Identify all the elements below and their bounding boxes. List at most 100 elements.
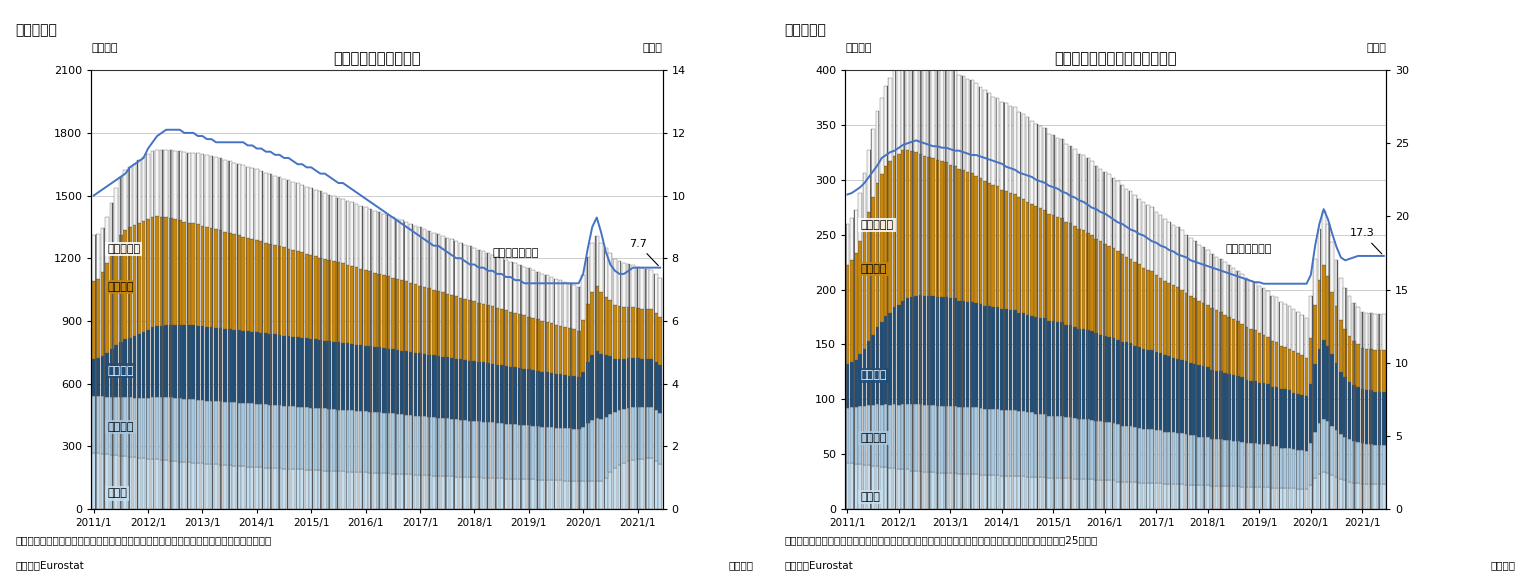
Bar [250, 467, 254, 509]
Bar [1008, 311, 1013, 410]
Bar [1266, 337, 1270, 384]
Bar [1279, 488, 1282, 509]
Bar [1218, 486, 1223, 509]
Bar [640, 359, 644, 407]
Bar [541, 480, 544, 509]
Bar [1331, 475, 1334, 509]
Bar [631, 460, 635, 509]
Bar [219, 159, 222, 230]
Text: （％）: （％） [643, 43, 663, 53]
Bar [987, 409, 991, 475]
Bar [1223, 315, 1228, 373]
Bar [1244, 487, 1249, 509]
Bar [91, 396, 96, 453]
Bar [1381, 314, 1386, 350]
Bar [987, 475, 991, 509]
Bar [323, 408, 327, 470]
Bar [1296, 394, 1299, 450]
Bar [273, 334, 277, 405]
Bar [105, 263, 110, 353]
Bar [658, 464, 663, 509]
Bar [1279, 346, 1282, 390]
Text: ドイツ: ドイツ [860, 492, 880, 502]
Bar [183, 325, 186, 399]
Bar [1022, 476, 1025, 509]
Bar [909, 58, 914, 152]
Bar [626, 264, 631, 307]
Bar [1334, 306, 1339, 363]
Bar [892, 307, 897, 404]
Bar [431, 290, 436, 356]
Bar [300, 185, 305, 252]
Bar [164, 460, 168, 509]
Bar [527, 316, 530, 369]
Bar [1266, 384, 1270, 444]
Bar [378, 274, 381, 347]
Bar [1308, 384, 1313, 443]
Bar [1043, 477, 1046, 509]
Bar [918, 470, 923, 509]
Bar [305, 470, 309, 509]
Bar [219, 230, 222, 328]
Text: ドイツ: ドイツ [107, 488, 126, 498]
Bar [1022, 198, 1025, 312]
Bar [1197, 301, 1202, 365]
Bar [935, 406, 940, 473]
Bar [1116, 251, 1119, 340]
Bar [568, 328, 571, 376]
Bar [224, 329, 227, 402]
Bar [1145, 350, 1150, 429]
Bar [1098, 421, 1103, 480]
Bar [586, 304, 589, 362]
Bar [286, 336, 291, 406]
Bar [644, 359, 649, 407]
Bar [1138, 264, 1141, 346]
Bar [1060, 139, 1063, 218]
Title: 若年失業率と国別若年失業者数: 若年失業率と国別若年失業者数 [1054, 51, 1177, 66]
Bar [1284, 346, 1287, 390]
Bar [1017, 198, 1020, 312]
Bar [591, 292, 594, 355]
Bar [187, 462, 190, 509]
Bar [1017, 411, 1020, 476]
Bar [500, 424, 504, 479]
Bar [1193, 435, 1197, 485]
Bar [1313, 479, 1317, 509]
Bar [414, 226, 417, 284]
Bar [187, 223, 190, 325]
Bar [658, 413, 663, 464]
Bar [359, 345, 362, 411]
Bar [1121, 185, 1124, 254]
Bar [105, 353, 110, 397]
Bar [626, 358, 631, 408]
Bar [1095, 421, 1098, 480]
Bar [595, 236, 599, 287]
Bar [445, 418, 449, 476]
Bar [961, 407, 966, 474]
Bar [1129, 259, 1133, 343]
Bar [359, 411, 362, 472]
Bar [1185, 434, 1188, 485]
Bar [128, 338, 133, 397]
Bar [160, 150, 163, 217]
Bar [1034, 207, 1039, 317]
Bar [282, 336, 286, 406]
Bar [631, 358, 635, 407]
Bar [609, 253, 612, 301]
Bar [1253, 443, 1256, 487]
Bar [859, 406, 862, 464]
Bar [481, 304, 486, 363]
Bar [631, 307, 635, 358]
Bar [609, 356, 612, 414]
Bar [541, 274, 544, 321]
Bar [468, 246, 472, 300]
Bar [1159, 215, 1162, 277]
Bar [323, 193, 327, 259]
Bar [378, 347, 381, 412]
Bar [996, 98, 999, 187]
Bar [1253, 282, 1256, 330]
Bar [142, 332, 145, 398]
Bar [653, 362, 658, 410]
Bar [518, 314, 522, 368]
Bar [1055, 138, 1060, 217]
